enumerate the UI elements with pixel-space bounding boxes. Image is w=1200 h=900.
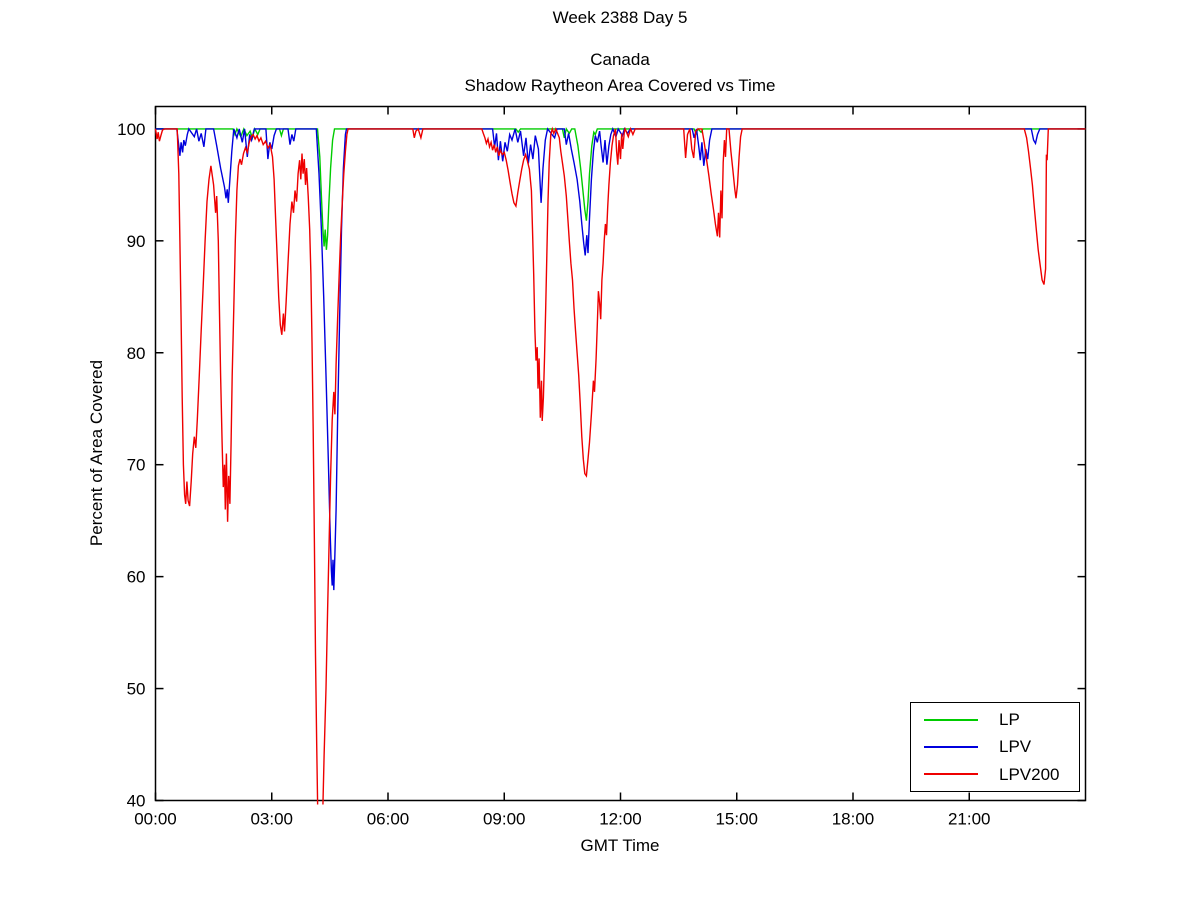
axes-frame <box>154 105 1087 802</box>
x-tick-label: 12:00 <box>599 810 642 829</box>
x-tick-label: 03:00 <box>250 810 293 829</box>
x-tick-label: 06:00 <box>367 810 410 829</box>
legend-item-lpv: LPV <box>911 738 1079 755</box>
y-tick-label: 100 <box>117 120 145 139</box>
y-tick-label: 50 <box>127 680 146 699</box>
legend-label-lpv: LPV <box>999 737 1032 757</box>
chart-title-region: Canada <box>590 50 650 69</box>
legend-item-lp: LP <box>911 711 1079 728</box>
y-tick-label: 40 <box>127 792 146 811</box>
figure-suptitle: Week 2388 Day 5 <box>552 8 688 27</box>
legend-line-sample-lpv <box>924 745 978 748</box>
legend-item-lpv200: LPV200 <box>911 766 1079 783</box>
y-tick-label: 70 <box>127 456 146 475</box>
x-axis-label: GMT Time <box>580 836 660 855</box>
x-tick-label: 09:00 <box>483 810 526 829</box>
x-tick-label: 15:00 <box>715 810 758 829</box>
legend-label-lpv200: LPV200 <box>999 764 1060 784</box>
legend: LP LPV LPV200 <box>910 702 1080 792</box>
x-tick-label: 00:00 <box>134 810 177 829</box>
y-tick-label: 60 <box>127 568 146 587</box>
legend-line-sample-lp <box>924 718 978 721</box>
y-tick-label: 90 <box>127 232 146 251</box>
legend-line-sample-lpv200 <box>924 773 978 776</box>
y-axis-label: Percent of Area Covered <box>87 359 106 547</box>
x-tick-label: 21:00 <box>948 810 991 829</box>
chart-title-main: Shadow Raytheon Area Covered vs Time <box>464 76 776 95</box>
legend-label-lp: LP <box>999 710 1020 730</box>
y-tick-label: 80 <box>127 344 146 363</box>
series-line-lpv200 <box>154 126 1086 805</box>
x-tick-label: 18:00 <box>832 810 875 829</box>
